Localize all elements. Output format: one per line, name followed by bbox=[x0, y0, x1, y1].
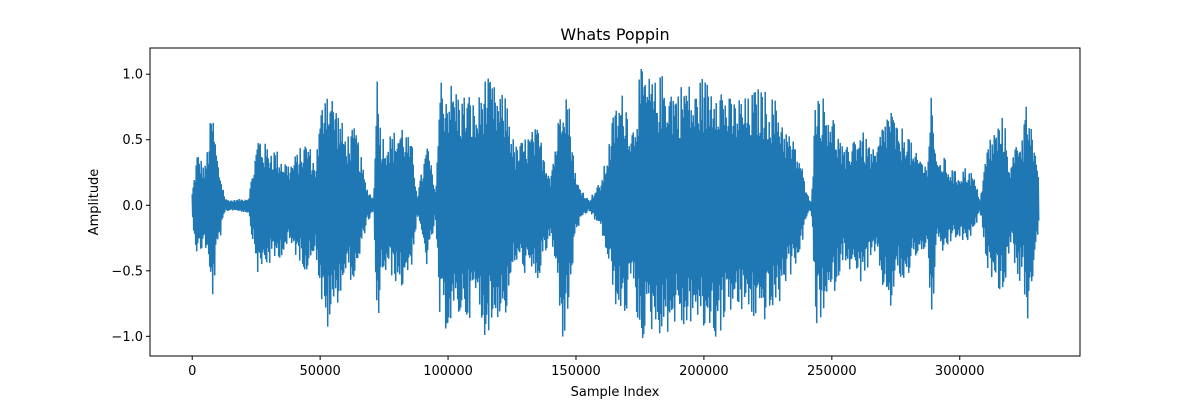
y-tick-label: −0.5 bbox=[111, 264, 143, 279]
axis-ticks: 0 50000 100000 150000 200000 250000 300000 −1.0… bbox=[111, 68, 984, 379]
y-axis-label: Amplitude bbox=[87, 169, 102, 236]
y-tick-label: 0.5 bbox=[122, 133, 143, 148]
waveform-series-0 bbox=[191, 68, 1040, 339]
axes-frame bbox=[149, 47, 1081, 357]
x-tick-label: 50000 bbox=[299, 364, 340, 379]
x-tick-label: 200000 bbox=[679, 364, 729, 379]
x-tick-label: 0 bbox=[188, 364, 196, 379]
y-tick-label: −1.0 bbox=[111, 330, 143, 345]
x-tick-label: 250000 bbox=[807, 364, 857, 379]
x-tick-label: 300000 bbox=[935, 364, 985, 379]
x-tick-label: 100000 bbox=[423, 364, 473, 379]
plot-area bbox=[191, 68, 1040, 339]
y-tick-label: 0.0 bbox=[122, 199, 143, 214]
x-tick-label: 150000 bbox=[551, 364, 601, 379]
chart-title: Whats Poppin bbox=[560, 25, 669, 44]
x-axis-label: Sample Index bbox=[571, 385, 660, 400]
y-tick-label: 1.0 bbox=[122, 68, 143, 83]
